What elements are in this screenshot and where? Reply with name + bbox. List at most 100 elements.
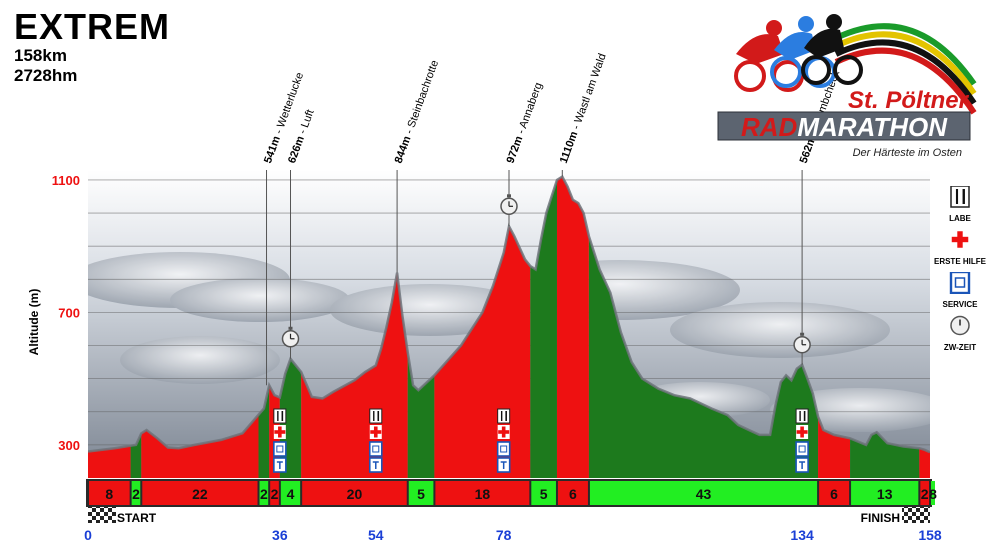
logo-stripe [834, 47, 977, 115]
segment-label: 2 [260, 486, 268, 502]
logo-stripe [834, 31, 977, 96]
x-tick-label: 134 [790, 527, 814, 543]
legend-item: SERVICE [930, 272, 990, 309]
wc-icon [949, 272, 971, 294]
segment-cell [589, 481, 818, 505]
x-tick-label: 54 [368, 527, 384, 543]
fork-knife-icon [497, 408, 511, 424]
legend-icon-graphic [951, 229, 969, 250]
segment-cell [931, 481, 935, 505]
fork-knife-icon [950, 186, 970, 208]
segment-label: 8 [929, 486, 937, 502]
logo-stripe [834, 23, 977, 86]
wc-icon [795, 441, 809, 457]
cyclists-icon [734, 14, 863, 92]
y-axis-label: Altitude (m) [27, 289, 41, 356]
segment-cell [142, 481, 258, 505]
stopwatch-icon [793, 332, 811, 354]
fork-knife-icon [795, 408, 809, 424]
segment-label: 2 [132, 486, 140, 502]
segment-label: 13 [877, 486, 893, 502]
segment-cell [270, 481, 279, 505]
legend-item: ERSTE HILFE [930, 229, 990, 266]
segment-label: 2 [921, 486, 929, 502]
y-tick-label: 300 [58, 438, 80, 453]
wc-icon-mark [798, 445, 806, 453]
profile-segment-climb [141, 414, 259, 478]
y-tick-label: 700 [58, 305, 80, 320]
distance-text: 158km [14, 46, 67, 65]
profile-segment-descent [588, 236, 819, 478]
profile-segment-climb [88, 445, 131, 478]
segment-cell [851, 481, 919, 505]
station-icon-stack [795, 408, 809, 473]
stopwatch-icon [281, 326, 300, 348]
logo-marathon: MARATHON [797, 112, 948, 142]
stopwatch-crown [800, 332, 805, 336]
finish-label: FINISH [861, 511, 900, 525]
station-icon-stack [496, 408, 511, 473]
segment-label: 2 [271, 486, 279, 502]
x-ticks: 0 36 54 78 134 158 [84, 527, 942, 543]
clouds [88, 252, 930, 432]
profile-segment-descent [258, 385, 270, 478]
logo-stripe [834, 39, 977, 105]
page-title: EXTREM [14, 6, 171, 47]
segment-label: 8 [105, 486, 113, 502]
y-tick-label: 1100 [52, 173, 80, 188]
logo: St. Pöltner RADMARATHON Der Härteste im … [716, 14, 978, 164]
segment-cell [435, 481, 530, 505]
fork-knife-icon [273, 408, 287, 424]
segment-label: 43 [696, 486, 712, 502]
segment-cell [531, 481, 556, 505]
segment-label: 18 [475, 486, 491, 502]
segment-cell [280, 481, 301, 505]
start-label: START [117, 511, 157, 525]
legend: LABE ERSTE HILFE SERVICE ZW-ZEIT [930, 186, 1000, 358]
finish-flag [902, 507, 930, 523]
red-cross-icon-h [796, 430, 808, 434]
profile-outline [88, 174, 930, 454]
segment-label: 6 [569, 486, 577, 502]
segment-cell [302, 481, 407, 505]
x-tick-label: 36 [272, 527, 288, 543]
legend-icon-graphic [950, 315, 970, 336]
timing-points [281, 194, 811, 354]
logo-line2: RADMARATHON [741, 112, 948, 142]
stopwatch-icon [500, 194, 518, 216]
red-cross-icon [951, 229, 969, 250]
segment-label: 5 [417, 486, 425, 502]
logo-graphic: St. Pöltner RADMARATHON Der Härteste im … [717, 14, 977, 159]
wc-icon-mark [372, 445, 380, 453]
segment-label: 5 [540, 486, 548, 502]
legend-label: LABE [949, 214, 971, 223]
segment-cell [131, 481, 141, 505]
segment-cell [819, 481, 850, 505]
stopwatch-icon [950, 315, 970, 336]
profile-segment-climb [556, 176, 589, 478]
segment-cell [920, 481, 929, 505]
legend-item: ZW-ZEIT [930, 315, 990, 352]
segment-cell [408, 481, 434, 505]
legend-icon-graphic [949, 272, 971, 294]
station-icons [273, 408, 809, 473]
wc-icon [273, 441, 287, 457]
peak-label: 972m - Annaberg [505, 81, 545, 165]
stopwatch-crown [288, 326, 293, 330]
logo-line1: St. Pöltner [848, 87, 970, 114]
profile-segment-climb [919, 448, 930, 478]
wc-icon [496, 441, 511, 457]
logo-stripes [834, 23, 977, 115]
wc-icon-mark [276, 445, 284, 453]
red-cross-icon-h [951, 236, 969, 243]
legend-label: ZW-ZEIT [943, 343, 977, 352]
profile-segment-descent [407, 352, 435, 478]
logo-rad: RAD [741, 112, 798, 142]
segment-label: 22 [192, 486, 208, 502]
wc-icon [368, 441, 383, 457]
peak-label: 844m - Steinbachrotte [393, 59, 442, 165]
wc-icon-mark [500, 445, 508, 453]
legend-label: ERSTE HILFE [933, 257, 986, 266]
fork-knife-icon [369, 408, 383, 424]
